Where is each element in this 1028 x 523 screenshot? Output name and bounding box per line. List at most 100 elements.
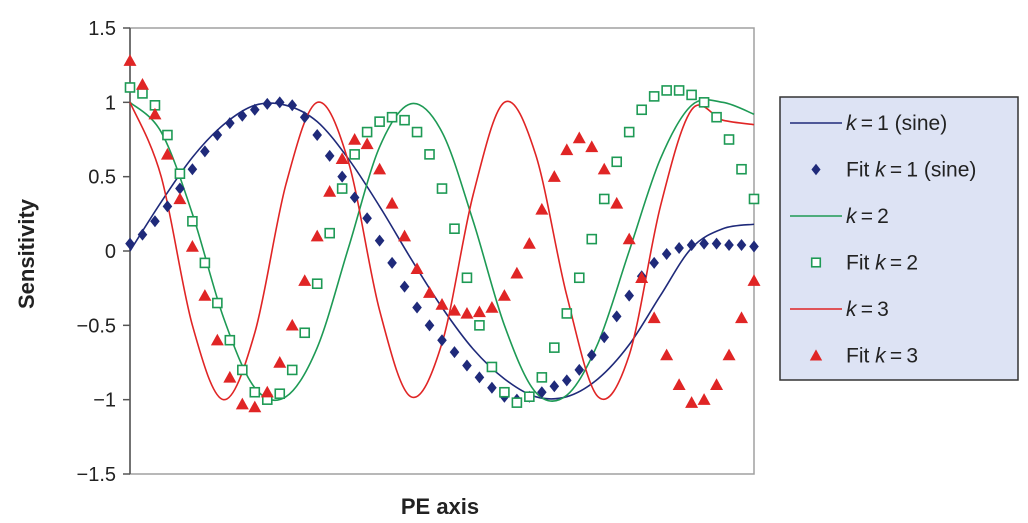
plot-border <box>129 27 755 475</box>
data-point <box>285 318 299 331</box>
data-point <box>385 196 399 209</box>
data-point <box>286 364 298 376</box>
series-k-1-sine- <box>129 102 755 400</box>
data-point <box>586 349 597 362</box>
data-point <box>562 374 572 387</box>
data-point <box>811 163 821 176</box>
data-point <box>310 229 324 242</box>
y-tick-label: −0.5 <box>77 315 116 337</box>
data-point <box>648 91 660 102</box>
data-point <box>237 364 248 376</box>
data-point <box>175 182 185 195</box>
data-point <box>710 378 724 390</box>
data-point <box>462 359 472 372</box>
data-point <box>649 256 659 269</box>
data-point <box>599 331 610 344</box>
y-tick-label: 1.5 <box>88 18 116 40</box>
data-point <box>611 156 623 168</box>
data-point <box>373 162 387 175</box>
data-point <box>199 257 211 269</box>
data-point <box>486 361 498 373</box>
data-point <box>661 247 672 260</box>
series-k-2 <box>129 98 755 402</box>
data-point <box>636 104 647 116</box>
data-point <box>749 240 759 253</box>
data-point <box>361 126 373 138</box>
data-point <box>711 237 722 250</box>
data-point <box>248 400 262 413</box>
data-point <box>598 193 610 205</box>
data-point <box>250 103 260 116</box>
data-point <box>511 397 523 408</box>
data-point <box>574 363 585 376</box>
data-point <box>474 371 485 384</box>
data-point <box>412 301 422 314</box>
y-tick-label: 0.5 <box>88 167 116 189</box>
data-point <box>460 306 474 319</box>
data-point <box>461 272 473 284</box>
data-point <box>124 82 136 93</box>
data-point <box>125 237 135 250</box>
data-point <box>674 242 684 255</box>
data-point <box>610 196 624 209</box>
data-point <box>223 370 237 383</box>
data-point <box>249 386 261 398</box>
legend-item: k = 3 <box>790 298 889 321</box>
data-point <box>137 88 148 99</box>
data-point <box>585 140 599 153</box>
data-point <box>435 298 449 310</box>
data-point <box>362 212 372 225</box>
data-point <box>123 54 137 66</box>
data-point <box>522 237 536 249</box>
data-point <box>436 183 448 194</box>
y-tick-label: −1.5 <box>77 464 116 486</box>
legend-item: Fit k = 3 <box>809 345 918 368</box>
data-point <box>262 97 273 110</box>
series-layer <box>123 54 761 413</box>
legend-label: k = 1 (sine) <box>846 112 947 135</box>
data-point <box>200 145 210 158</box>
data-point <box>349 191 360 204</box>
data-point <box>686 239 697 252</box>
plot-area <box>129 27 755 475</box>
data-point <box>173 192 187 205</box>
data-point <box>185 240 199 252</box>
data-point <box>672 378 686 390</box>
data-point <box>647 311 661 324</box>
data-point <box>497 289 511 301</box>
data-point <box>736 163 747 175</box>
data-point <box>660 348 674 361</box>
data-point <box>586 233 598 245</box>
data-point <box>735 311 749 324</box>
data-point <box>698 97 710 108</box>
data-point <box>549 342 560 353</box>
data-point <box>311 278 323 290</box>
data-point <box>187 215 198 227</box>
data-point <box>335 152 349 165</box>
data-point <box>212 297 223 309</box>
data-point <box>298 274 312 286</box>
data-point <box>349 149 360 160</box>
data-point <box>809 349 823 361</box>
data-point <box>137 228 148 241</box>
data-point <box>722 348 736 361</box>
data-point <box>424 149 435 160</box>
data-point <box>537 386 547 399</box>
series-fit-k-2 <box>124 82 760 408</box>
data-point <box>411 126 423 138</box>
data-point <box>685 396 699 408</box>
data-point <box>399 114 410 126</box>
data-point <box>348 133 362 145</box>
data-point <box>387 256 397 269</box>
data-point <box>485 300 499 313</box>
y-axis-title: Sensitivity <box>14 198 39 309</box>
data-point <box>212 129 223 142</box>
data-point <box>386 111 398 123</box>
data-point <box>449 346 460 359</box>
legend-box <box>779 96 1019 381</box>
data-point <box>299 111 310 124</box>
data-point <box>447 303 461 316</box>
series-line <box>129 98 755 402</box>
data-point <box>198 289 212 301</box>
data-point <box>748 193 760 205</box>
